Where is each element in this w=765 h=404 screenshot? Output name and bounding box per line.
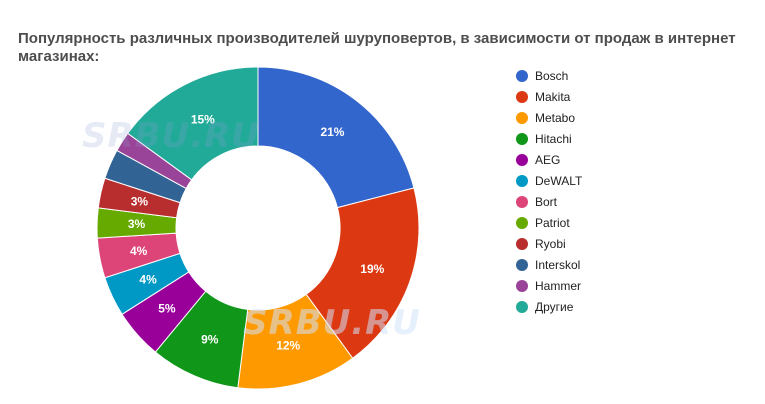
legend-label: AEG	[535, 152, 561, 167]
legend-swatch	[516, 90, 528, 103]
legend-item-metabo[interactable]: Metabo	[516, 107, 582, 128]
data-label-makita: 19%	[360, 262, 384, 276]
legend-label: Makita	[535, 89, 571, 104]
data-label-ryobi: 3%	[131, 194, 149, 208]
slice-другие[interactable]	[127, 66, 259, 181]
data-label-metabo: 12%	[276, 339, 300, 353]
chart-legend: Bosch Makita Metabo Hitachi AEG DeWALT Bort Pat…	[516, 65, 582, 317]
legend-swatch	[516, 195, 528, 208]
legend-swatch	[516, 174, 528, 187]
legend-item-bosch[interactable]: Bosch	[516, 65, 582, 86]
legend-swatch	[516, 153, 528, 166]
legend-item-interskol[interactable]: Interskol	[516, 254, 582, 275]
legend-label: Interskol	[535, 257, 581, 272]
legend-label: Metabo	[535, 110, 576, 125]
chart-title: Популярность различных производителей шу…	[18, 30, 736, 65]
legend-label: Patriot	[535, 215, 570, 230]
legend-label: Другие	[535, 299, 574, 314]
legend-swatch	[516, 237, 528, 250]
legend-item-bort[interactable]: Bort	[516, 191, 582, 212]
data-label-aeg: 5%	[158, 301, 176, 315]
legend-swatch	[516, 216, 528, 229]
legend-item-aeg[interactable]: AEG	[516, 149, 582, 170]
data-label-dewalt: 4%	[139, 273, 157, 287]
legend-item-patriot[interactable]: Patriot	[516, 212, 582, 233]
legend-swatch	[516, 69, 528, 82]
slice-bosch[interactable]	[257, 66, 415, 209]
legend-swatch	[516, 111, 528, 124]
legend-item-hammer[interactable]: Hammer	[516, 275, 582, 296]
legend-label: Bosch	[535, 68, 569, 83]
legend-label: Bort	[535, 194, 558, 209]
data-label-patriot: 3%	[128, 217, 146, 231]
data-label-bosch: 21%	[320, 125, 344, 139]
legend-label: Hitachi	[535, 131, 572, 146]
data-label-hitachi: 9%	[201, 333, 219, 347]
legend-item-hitachi[interactable]: Hitachi	[516, 128, 582, 149]
legend-swatch	[516, 258, 528, 271]
legend-label: Hammer	[535, 278, 582, 293]
legend-label: DeWALT	[535, 173, 583, 188]
slice-makita[interactable]	[305, 187, 420, 359]
legend-swatch	[516, 300, 528, 313]
legend-item-dewalt[interactable]: DeWALT	[516, 170, 582, 191]
legend-swatch	[516, 279, 528, 292]
data-label-bort: 4%	[130, 244, 148, 258]
legend-item-makita[interactable]: Makita	[516, 86, 582, 107]
legend-swatch	[516, 132, 528, 145]
legend-item-другие[interactable]: Другие	[516, 296, 582, 317]
legend-item-ryobi[interactable]: Ryobi	[516, 233, 582, 254]
legend-label: Ryobi	[535, 236, 566, 251]
data-label-другие: 15%	[191, 113, 215, 127]
